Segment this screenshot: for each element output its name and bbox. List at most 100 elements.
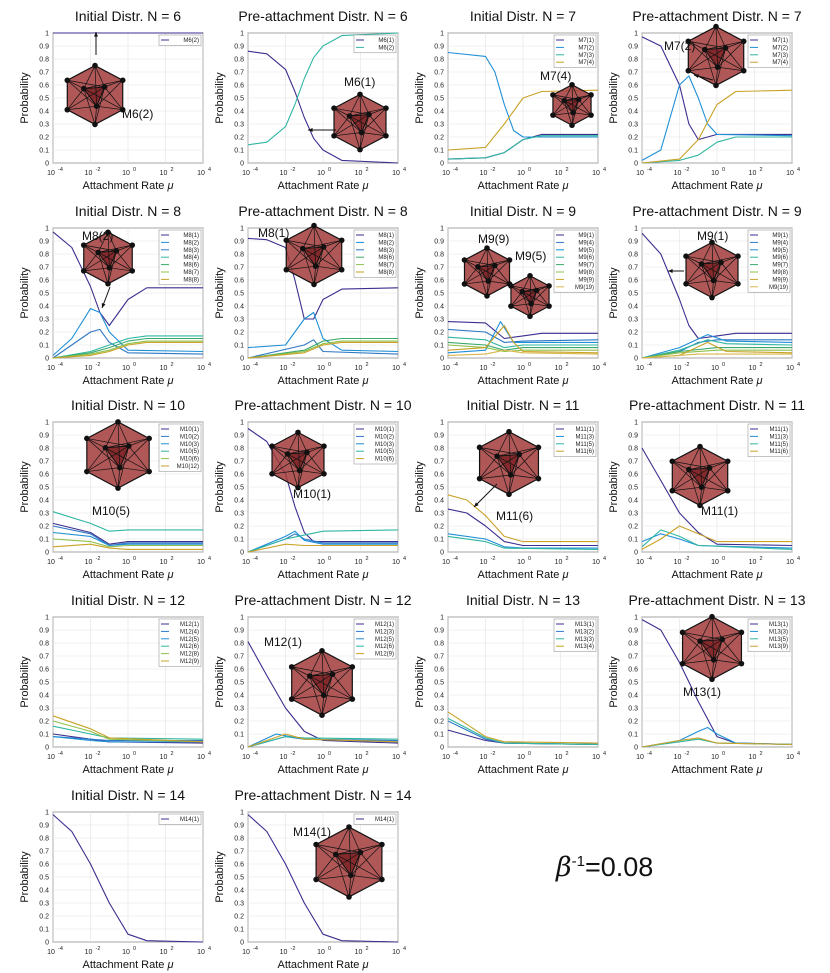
y-axis-label: Probability (608, 656, 620, 708)
structure-label: M10(5) (92, 504, 130, 518)
y-tick-label: 0.6 (434, 278, 444, 285)
structure-label: M10(1) (293, 487, 331, 501)
polyhedron-edge (309, 675, 323, 716)
y-tick-label: 0.2 (234, 330, 244, 337)
polyhedron-edge (711, 659, 715, 680)
series-line (447, 328, 599, 343)
legend-label: M9(7) (772, 263, 788, 269)
polyhedron-edge (717, 41, 744, 68)
series-line (447, 533, 598, 549)
polyhedron-edge (711, 280, 714, 298)
structure-label: M11(1) (701, 504, 738, 518)
y-tick-label: 0 (440, 745, 444, 752)
x-tick-exponent: -2 (685, 556, 690, 562)
polyhedron-vertex (697, 638, 703, 644)
polyhedron-edge (349, 94, 361, 117)
polyhedron-edge (333, 114, 370, 137)
x-tick-exponent: -4 (647, 362, 652, 368)
x-tick-label: 10 (355, 559, 363, 566)
x-tick-exponent: -2 (491, 751, 496, 757)
polyhedron-vertex (683, 253, 689, 259)
polyhedron-edge (360, 852, 383, 880)
x-tick-label: 10 (592, 754, 600, 761)
y-axis-label: Probability (214, 461, 226, 513)
x-tick-exponent: 2 (366, 751, 369, 757)
x-tick-exponent: 4 (603, 556, 606, 562)
polyhedron-edge (368, 114, 387, 137)
legend-label: M13(2) (575, 629, 594, 635)
y-tick-label: 0.8 (234, 446, 244, 453)
x-tick-exponent: -4 (58, 946, 63, 952)
x-tick-exponent: -4 (58, 362, 63, 368)
y-tick-label: 0.7 (434, 265, 444, 272)
x-tick-exponent: 4 (603, 362, 606, 368)
series-line (52, 341, 203, 359)
y-tick-label: 0.3 (234, 511, 244, 518)
y-tick-label: 1 (240, 226, 244, 233)
series-line (447, 508, 598, 547)
y-tick-label: 0 (240, 550, 244, 557)
x-tick-exponent: -4 (453, 556, 458, 562)
y-tick-label: 0.7 (434, 654, 444, 661)
legend-label: M12(4) (180, 629, 199, 635)
x-tick-label: 10 (592, 170, 600, 177)
series-line (447, 336, 598, 349)
y-tick-label: 0.6 (39, 667, 49, 674)
legend-label: M9(1) (772, 233, 788, 239)
polyhedron-vertex (546, 303, 552, 309)
y-tick-label: 0.3 (628, 511, 638, 518)
polyhedron-vertex (319, 712, 325, 718)
polyhedron-edge (116, 250, 133, 272)
y-tick-label: 0.5 (434, 485, 444, 492)
polyhedron-edge (348, 826, 361, 853)
x-tick-exponent: 0 (528, 167, 531, 173)
polyhedron-vertex (533, 287, 540, 294)
structure-label: M13(1) (683, 685, 721, 699)
polyhedron-vertex (321, 471, 327, 477)
series-line (52, 814, 204, 943)
polyhedron-vertex (714, 64, 721, 70)
polyhedron-vertex (686, 466, 692, 473)
polyhedron-vertex (95, 249, 101, 256)
legend-label: M9(4) (772, 240, 788, 246)
legend-label: M9(19) (575, 285, 594, 291)
y-tick-label: 0.8 (628, 57, 638, 64)
x-axis-label: Attachment Rate μ (82, 764, 173, 776)
callout-arrow (473, 483, 498, 508)
legend-label: M10(5) (180, 449, 199, 455)
polyhedron-edge (713, 255, 739, 281)
callout-arrowhead (308, 128, 313, 132)
series-line (447, 711, 599, 744)
series-line (447, 717, 599, 745)
y-tick-label: 0.2 (234, 524, 244, 531)
polyhedron-edge (97, 252, 109, 284)
polyhedron-vertex (349, 664, 356, 670)
y-tick-label: 0.2 (434, 330, 444, 337)
y-tick-label: 0.5 (434, 291, 444, 298)
polyhedron-vertex (697, 502, 703, 509)
polyhedron-edge (704, 26, 717, 50)
polyhedron-edge (672, 461, 702, 488)
y-tick-label: 0.8 (234, 57, 244, 64)
polyhedron-edge (715, 47, 726, 86)
y-tick-label: 0 (45, 356, 49, 363)
legend-label: M8(7) (378, 263, 394, 269)
y-tick-label: 0.1 (234, 927, 244, 934)
polyhedron-edge (699, 641, 713, 680)
polyhedron-vertex (550, 112, 556, 118)
polyhedron-vertex (735, 253, 741, 259)
polyhedron-edge (688, 469, 701, 506)
x-tick-exponent: 2 (366, 556, 369, 562)
legend-label: M10(12) (177, 464, 199, 470)
polyhedron-edge (701, 461, 728, 488)
y-tick-label: 0.8 (628, 641, 638, 648)
y-tick-label: 0.1 (234, 343, 244, 350)
x-tick-exponent: 2 (171, 946, 174, 952)
legend-label: M13(3) (575, 637, 594, 643)
x-tick-label: 10 (122, 754, 130, 761)
x-tick-exponent: 4 (208, 167, 211, 173)
x-axis-label: Attachment Rate μ (82, 569, 173, 581)
structure-label: M6(1) (344, 75, 375, 89)
